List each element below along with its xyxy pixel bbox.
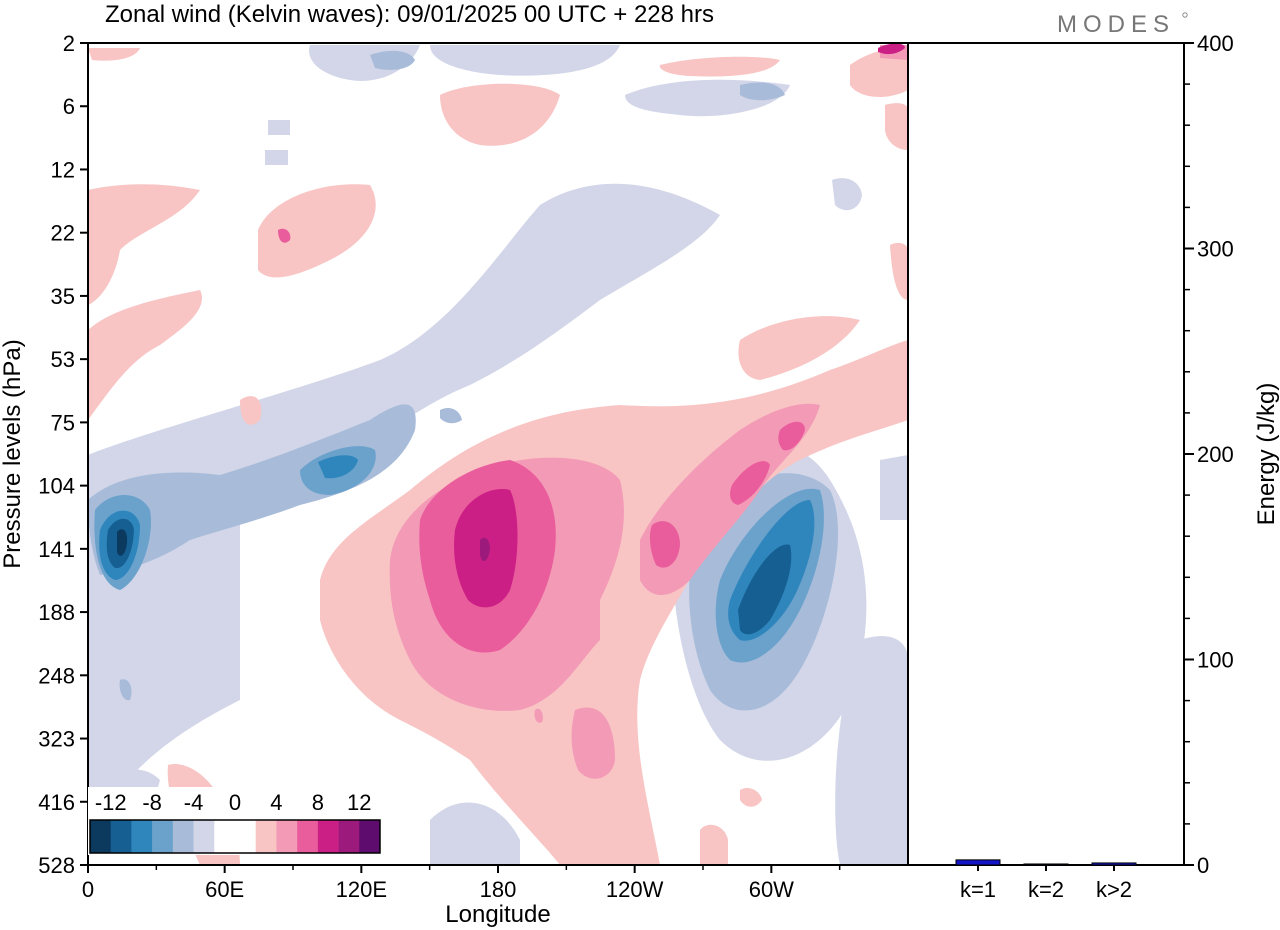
energy-bar	[1091, 862, 1137, 866]
colorbar-swatch	[276, 820, 298, 853]
energy-category-label: k=2	[1028, 877, 1064, 902]
energy-tick-label: 200	[1197, 442, 1234, 467]
energy-tick-label: 300	[1197, 237, 1234, 262]
y-tick-label: 75	[51, 410, 75, 435]
x-tick-label: 60E	[205, 877, 244, 902]
energy-tick-label: 400	[1197, 31, 1234, 56]
y-tick-label: 528	[38, 853, 75, 878]
peak-negative-areas	[117, 529, 128, 556]
y-axis: 2 6 12 22 35 53 75 104 141 188 248 323 416 528	[38, 31, 88, 878]
y-tick-label: 248	[38, 663, 75, 688]
colorbar-swatch	[297, 820, 319, 853]
colorbar-swatch	[193, 820, 215, 853]
energy-panel-frame	[907, 42, 1185, 866]
colorbar-swatch	[110, 820, 132, 853]
colorbar-swatch	[255, 820, 277, 853]
y-tick-label: 35	[51, 284, 75, 309]
y-tick-label: 2	[63, 31, 75, 56]
peak-positive-areas	[480, 537, 490, 562]
colorbar-label: 8	[312, 790, 324, 815]
colorbar-label: -12	[95, 790, 127, 815]
x-axis-label: Longitude	[445, 901, 550, 928]
colorbar-swatch	[317, 820, 339, 853]
colorbar-label: 12	[347, 790, 371, 815]
energy-category-label: k=1	[960, 877, 996, 902]
colorbar-swatch	[172, 820, 194, 853]
colorbar-label: -8	[142, 790, 162, 815]
modes-logo: MODES	[1057, 11, 1175, 38]
colorbar-swatch	[338, 820, 360, 853]
energy-tick-label: 0	[1197, 853, 1209, 878]
colorbar-swatch	[359, 820, 381, 853]
energy-axis: 0 100 200 300 400	[1184, 31, 1234, 878]
y-tick-label: 53	[51, 347, 75, 372]
colorbar-label: -4	[184, 790, 204, 815]
y-tick-label: 6	[63, 94, 75, 119]
colorbar-label: 4	[270, 790, 282, 815]
energy-tick-label: 100	[1197, 648, 1234, 673]
colorbar-swatch	[131, 820, 153, 853]
x-tick-label: 60W	[749, 877, 794, 902]
zonal-wind-contours	[88, 43, 908, 865]
energy-bar	[955, 859, 1001, 866]
y-tick-label: 141	[38, 537, 75, 562]
energy-bar	[1023, 863, 1069, 866]
x-tick-label: 0	[82, 877, 94, 902]
chart-title: Zonal wind (Kelvin waves): 09/01/2025 00…	[105, 1, 714, 28]
y-tick-label: 22	[51, 221, 75, 246]
y-axis-label: Pressure levels (hPa)	[0, 339, 26, 568]
colorbar-frame	[89, 819, 381, 854]
x-tick-label: 120W	[606, 877, 664, 902]
colorbar-swatch	[214, 820, 236, 853]
x-tick-label: 120E	[336, 877, 387, 902]
logo-registered-mark	[1182, 12, 1188, 18]
y-tick-label: 416	[38, 790, 75, 815]
x-tick-label: 180	[480, 877, 517, 902]
energy-category-label: k>2	[1096, 877, 1132, 902]
colorbar-label: 0	[229, 790, 241, 815]
y-tick-label: 12	[51, 157, 75, 182]
colorbar-swatch	[152, 820, 174, 853]
colorbar-swatch	[90, 820, 112, 853]
energy-axis-label: Energy (J/kg)	[1253, 383, 1280, 526]
y-tick-label: 188	[38, 600, 75, 625]
colorbar-swatch	[235, 820, 257, 853]
y-tick-label: 104	[38, 474, 75, 499]
colorbar: -12 -8 -4 0 4 8 12	[88, 787, 382, 855]
energy-bars: k=1 k=2 k>2	[955, 859, 1137, 902]
x-axis: 0 60E 120E 180 120W 60W	[82, 865, 841, 902]
y-tick-label: 323	[38, 727, 75, 752]
